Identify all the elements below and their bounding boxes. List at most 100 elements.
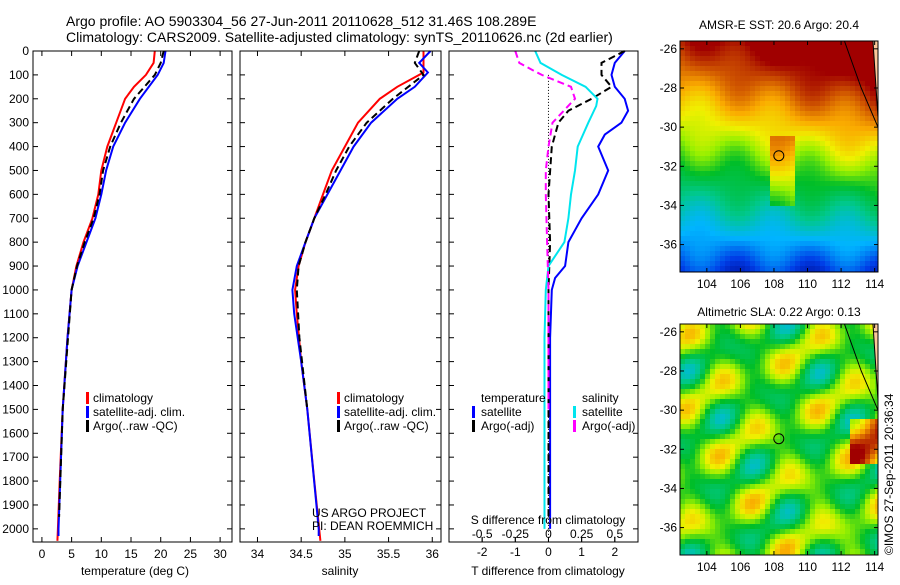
map-cell: [755, 424, 760, 429]
legend-swatch-climatology: [86, 392, 89, 404]
map-cell: [840, 186, 845, 191]
map-cell: [740, 349, 745, 354]
map-cell: [785, 484, 790, 489]
map-cell: [870, 236, 875, 241]
map-cell: [815, 434, 820, 439]
map-cell: [760, 334, 765, 339]
map-cell: [780, 529, 785, 534]
map-cell: [850, 409, 855, 414]
map-cell: [800, 549, 805, 554]
map-cell: [790, 429, 795, 434]
map-cell: [815, 479, 820, 484]
map-cell: [805, 479, 810, 484]
map-cell: [705, 246, 710, 251]
map-cell: [700, 419, 705, 424]
map-cell: [715, 464, 720, 469]
map-cell: [815, 549, 820, 554]
map-cell: [810, 364, 815, 369]
map-cell: [745, 146, 750, 151]
map-cell: [850, 256, 855, 261]
map-cell: [810, 509, 815, 514]
map-cell: [830, 86, 835, 91]
map-cell: [755, 196, 760, 201]
map-cell: [825, 464, 830, 469]
map-cell: [695, 246, 700, 251]
map-cell: [790, 136, 795, 141]
map-cell: [830, 374, 835, 379]
map-cell: [690, 246, 695, 251]
map-cell: [735, 186, 740, 191]
map-cell: [710, 479, 715, 484]
map-cell: [685, 364, 690, 369]
map-cell: [765, 261, 770, 266]
map-cell: [755, 71, 760, 76]
map-cell: [835, 349, 840, 354]
map-cell: [770, 191, 775, 196]
map-cell: [805, 339, 810, 344]
map-cell: [690, 126, 695, 131]
map-cell: [790, 354, 795, 359]
map-cell: [870, 544, 875, 549]
map-cell: [705, 449, 710, 454]
map-cell: [735, 191, 740, 196]
map-cell: [740, 429, 745, 434]
map-cell: [730, 81, 735, 86]
map-cell: [860, 101, 865, 106]
map-cell: [825, 181, 830, 186]
map-cell: [875, 479, 878, 484]
map-cell: [760, 56, 765, 61]
map-cell: [850, 236, 855, 241]
map-cell: [850, 211, 855, 216]
map-cell: [730, 186, 735, 191]
map-cell: [805, 379, 810, 384]
map-cell: [825, 374, 830, 379]
map-cell: [705, 91, 710, 96]
map-cell: [730, 509, 735, 514]
map-cell: [780, 409, 785, 414]
map-cell: [680, 479, 685, 484]
x-tick-label: 1: [578, 545, 585, 559]
map-cell: [795, 111, 800, 116]
map-cell: [680, 211, 685, 216]
y-tick-label: -34: [660, 481, 678, 495]
map-cell: [680, 499, 685, 504]
map-cell: [810, 344, 815, 349]
map-cell: [810, 226, 815, 231]
map-cell: [750, 71, 755, 76]
map-cell: [815, 429, 820, 434]
map-cell: [730, 404, 735, 409]
map-cell: [825, 156, 830, 161]
map-cell: [830, 484, 835, 489]
map-cell: [745, 81, 750, 86]
map-cell: [765, 166, 770, 171]
project-annotation-1: US ARGO PROJECT: [312, 506, 427, 520]
map-cell: [845, 514, 850, 519]
map-cell: [795, 354, 800, 359]
map-cell: [855, 434, 860, 439]
map-cell: [745, 251, 750, 256]
map-cell: [685, 384, 690, 389]
map-cell: [750, 484, 755, 489]
map-cell: [720, 549, 725, 554]
map-cell: [795, 221, 800, 226]
map-cell: [755, 201, 760, 206]
map-cell: [855, 126, 860, 131]
map-cell: [685, 111, 690, 116]
map-cell: [830, 81, 835, 86]
map-cell: [730, 394, 735, 399]
map-cell: [855, 46, 860, 51]
map-cell: [795, 101, 800, 106]
map-cell: [760, 544, 765, 549]
map-cell: [755, 146, 760, 151]
map-cell: [845, 66, 850, 71]
map-cell: [805, 439, 810, 444]
map-cell: [835, 226, 840, 231]
map-cell: [730, 241, 735, 246]
map-cell: [800, 61, 805, 66]
map-cell: [680, 374, 685, 379]
map-cell: [815, 141, 820, 146]
map-cell: [820, 434, 825, 439]
map-cell: [810, 256, 815, 261]
map-cell: [865, 544, 870, 549]
map-cell: [760, 196, 765, 201]
